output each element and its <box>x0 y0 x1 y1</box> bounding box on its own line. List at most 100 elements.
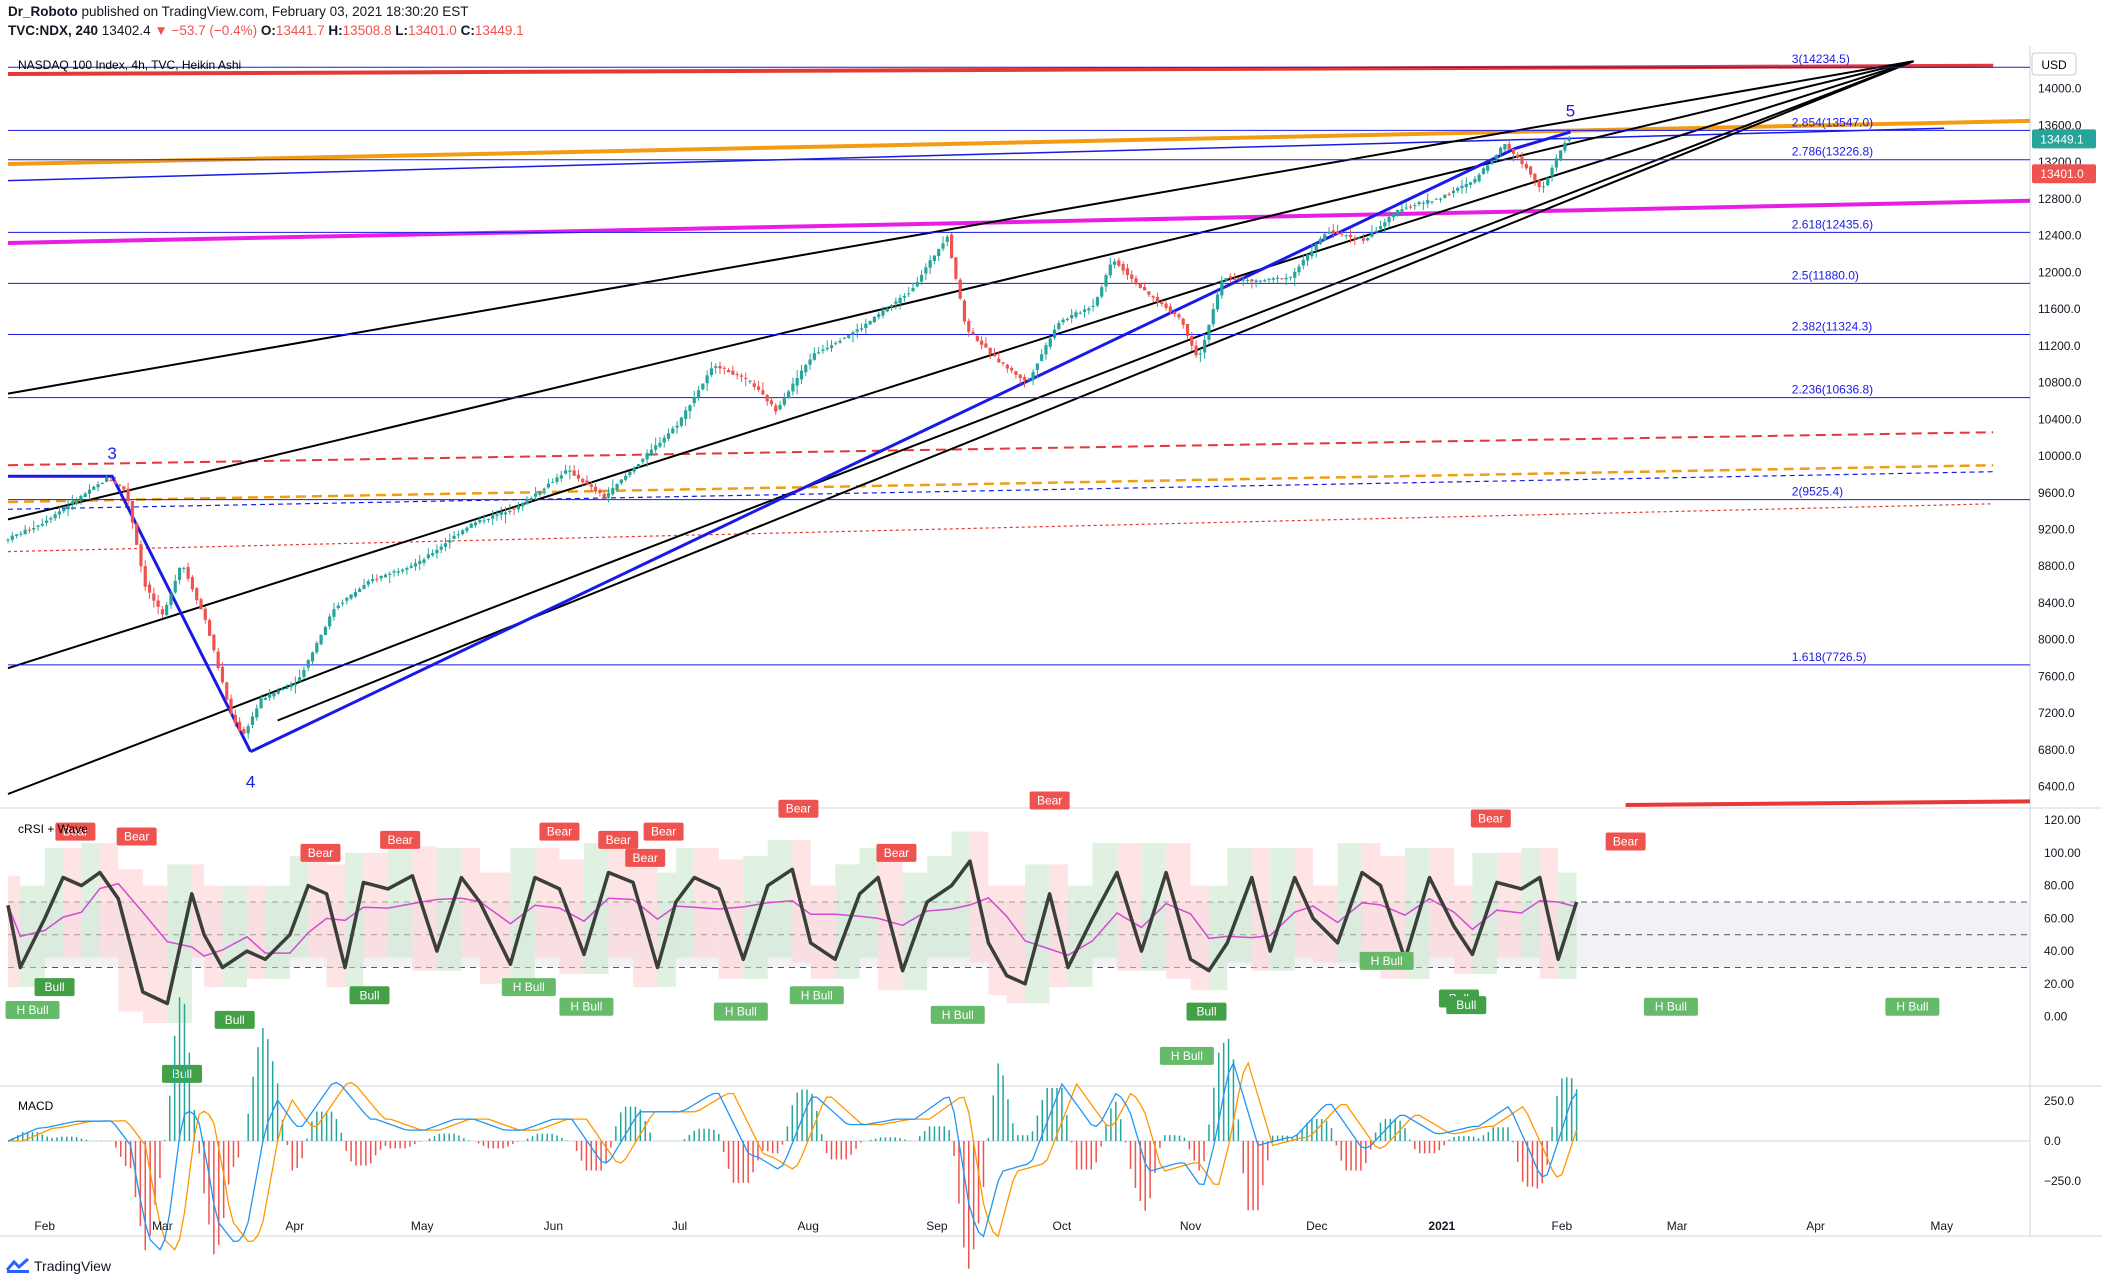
candle-body <box>559 475 563 479</box>
candle-body <box>409 565 413 568</box>
candle-body <box>100 482 104 484</box>
wave-envelope <box>675 848 695 958</box>
candle-body <box>937 249 941 257</box>
candle-body <box>1121 264 1125 271</box>
candle-body <box>392 571 396 573</box>
author-name[interactable]: Dr_Roboto <box>8 4 78 19</box>
candle-body <box>203 608 207 620</box>
candle-body <box>1387 217 1391 223</box>
signal-bull-badge <box>1446 996 1487 1015</box>
candle-body <box>1245 279 1250 282</box>
signal-bear-badge <box>643 822 684 841</box>
last-price-badge <box>2032 129 2096 149</box>
macd-tick-label: 250.0 <box>2044 1094 2074 1108</box>
candle-body <box>1443 194 1447 199</box>
candle-body <box>847 335 851 338</box>
candle-body <box>336 605 340 609</box>
main-pane[interactable]: 3(14234.5) 2.854(13547.0) 2.786(13226.8) 2.… <box>6 52 2031 807</box>
candle-body <box>980 340 984 345</box>
signal-hbull-label: H Bull <box>801 988 833 1002</box>
main-legend: NASDAQ 100 Index, 4h, TVC, Heikin Ashi <box>18 58 241 72</box>
candle-body <box>1143 286 1147 291</box>
rsi-tick-label: 60.00 <box>2044 911 2074 925</box>
candle-body <box>113 480 117 484</box>
signal-hbull-badge <box>1643 997 1698 1016</box>
candle-body <box>1305 254 1310 261</box>
tradingview-logo[interactable]: TradingView <box>6 1258 111 1274</box>
candle-body <box>1022 377 1027 381</box>
candle-body <box>525 499 529 505</box>
wave-envelope <box>99 843 119 958</box>
candle-body <box>57 511 62 515</box>
signal-bear-label: Bear <box>308 846 333 860</box>
signal-hbull-label: H Bull <box>725 1005 757 1019</box>
candle-body <box>636 464 641 468</box>
wave-envelope <box>694 848 719 958</box>
candle-body <box>1215 294 1220 310</box>
candle-body <box>482 520 486 522</box>
candle-body <box>1044 345 1048 355</box>
candle-body <box>1434 198 1438 200</box>
candle-body <box>1095 297 1100 306</box>
wave-envelope <box>810 885 836 979</box>
candle-body <box>212 634 216 651</box>
black-trendline <box>277 60 1914 722</box>
signal-bear-label: Bear <box>387 833 412 847</box>
signal-hbull-badge <box>789 986 844 1005</box>
signal-bear-badge <box>598 830 639 849</box>
candle-body <box>310 652 315 662</box>
candle-body <box>276 690 280 694</box>
candle-body <box>726 369 731 373</box>
candle-body <box>1280 278 1284 280</box>
signal-hbull-label: H Bull <box>942 1008 974 1022</box>
candle-body <box>1567 138 1571 141</box>
wave-label: 5 <box>1566 102 1575 121</box>
candle-body <box>126 488 130 501</box>
fib-level-label: 1.618(7726.5) <box>1792 650 1867 664</box>
candle-body <box>263 697 267 700</box>
candle-body <box>842 337 846 339</box>
candle-body <box>1001 362 1005 364</box>
price-tick-label: 13600.0 <box>2038 118 2082 132</box>
candle-body <box>997 358 1001 363</box>
candle-body <box>598 490 602 493</box>
rsi-pane[interactable]: Bear BearBearBearBearBearBearBearBearBear… <box>5 791 2030 1083</box>
candle-body <box>508 510 512 513</box>
candle-body <box>1147 291 1151 295</box>
candle-body <box>319 634 323 645</box>
blue-trendline <box>249 130 1571 754</box>
candle-body <box>87 489 92 494</box>
price-tick-label: 10000.0 <box>2038 449 2082 463</box>
candle-body <box>1293 271 1297 278</box>
red-dotted-line <box>7 503 1994 553</box>
candle-body <box>1040 354 1044 362</box>
candle-body <box>246 726 250 734</box>
candle-body <box>1486 165 1490 171</box>
grid <box>0 46 2102 1237</box>
candle-body <box>1520 156 1524 165</box>
price-tick-label: 11600.0 <box>2038 302 2081 316</box>
candle-body <box>799 370 804 380</box>
candle-body <box>302 669 306 678</box>
candle-body <box>615 483 619 491</box>
signal-bear-label: Bear <box>884 846 909 860</box>
fib-level-label: 3(14234.5) <box>1792 52 1850 66</box>
fib-level-label: 2.382(11324.3) <box>1792 319 1873 333</box>
price-tick-label: 8800.0 <box>2038 559 2075 573</box>
signal-bull-label: Bull <box>360 988 380 1002</box>
candle-body <box>1271 278 1275 280</box>
time-tick-label: Aug <box>798 1219 819 1233</box>
candle-body <box>787 391 791 399</box>
macd-pane[interactable] <box>7 997 2030 1269</box>
candle-body <box>306 659 310 668</box>
candle-body <box>834 343 838 345</box>
candle-body <box>383 574 388 578</box>
candle-body <box>924 267 928 274</box>
candle-body <box>358 588 362 592</box>
candle-body <box>1503 144 1507 150</box>
signal-bear-badge <box>116 827 157 846</box>
currency-button[interactable] <box>2031 52 2077 76</box>
candle-body <box>645 453 649 460</box>
candle-body <box>1014 371 1018 375</box>
